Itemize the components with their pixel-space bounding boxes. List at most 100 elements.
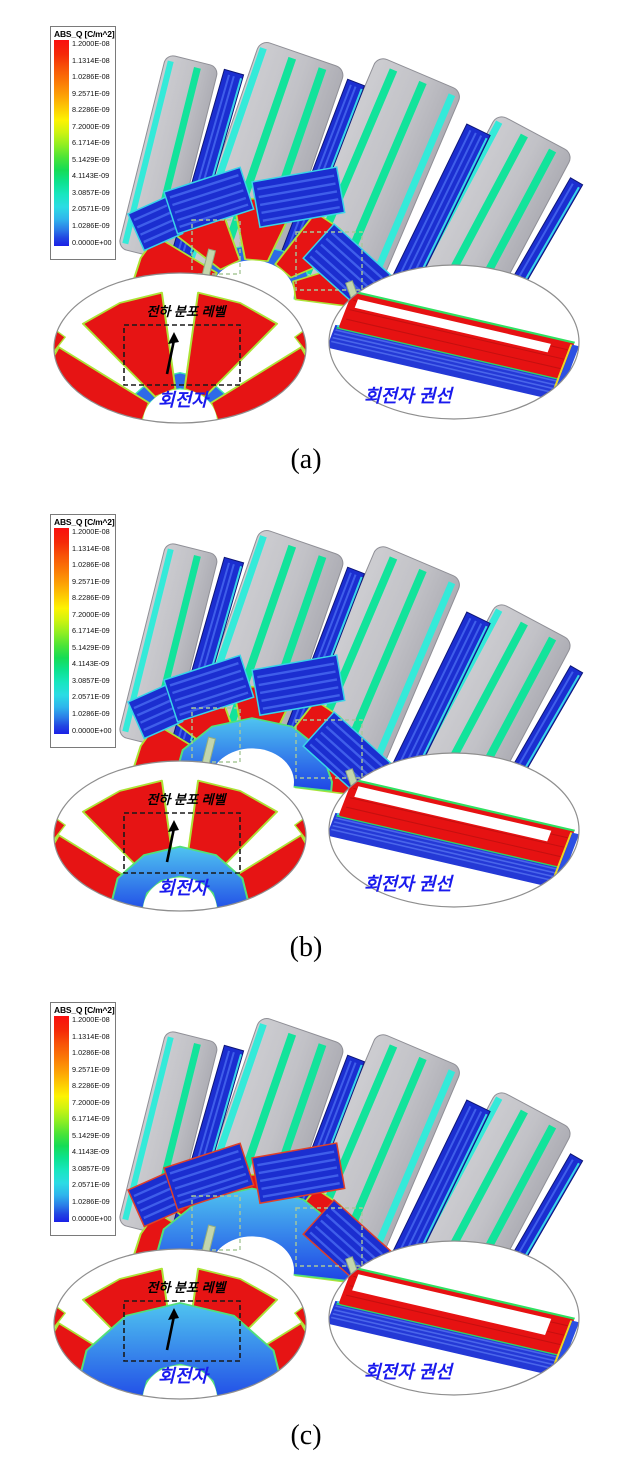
zoom-selection-box-right [295, 719, 363, 779]
rotor-winding-label: 회전자 권선 [364, 1362, 454, 1382]
level-dashed-box [123, 1300, 241, 1362]
legend-tick-label: 4.1143E-09 [72, 171, 110, 181]
legend-tick-label: 1.2000E-08 [72, 39, 110, 48]
colorbar-title: ABS_Q [C/m^2] [54, 517, 115, 527]
rotor-winding-label: 회전자 권선 [364, 874, 454, 894]
rotor-winding-bar [329, 1266, 579, 1376]
legend-tick-label: 1.1314E-08 [72, 543, 110, 553]
legend-tick-label: 0.0000E+00 [72, 237, 112, 247]
coil-end-stack [127, 683, 184, 740]
shaft-hole [143, 877, 217, 911]
colorbar-gradient [54, 1016, 69, 1222]
winding-white-stripe [352, 1274, 552, 1335]
rotor-zoom-inset: 전하 분포 레벨 회전자 [53, 1248, 307, 1400]
winding-zoom-inset: 회전자 권선 [328, 752, 580, 908]
legend-tick-label: 9.2571E-09 [72, 1064, 110, 1074]
rotor-winding-bar [329, 290, 579, 400]
colorbar-tick-labels: 1.2000E-08 1.1314E-08 1.0286E-08 9.2571E-09… [72, 40, 112, 246]
rotor-zoom-inset: 전하 분포 레벨 회전자 [53, 760, 307, 912]
legend-tick-label: 1.2000E-08 [72, 527, 110, 536]
panel-caption: (c) [290, 1420, 322, 1451]
winding-white-stripe [354, 299, 551, 353]
legend-tick-label: 6.1714E-09 [72, 1114, 110, 1124]
shaft-hole [143, 1365, 217, 1399]
legend-tick-label: 0.0000E+00 [72, 1213, 112, 1223]
charge-level-label: 전하 분포 레벨 [147, 304, 228, 319]
coil-end-stack [163, 1142, 255, 1211]
coil-end-stack [251, 654, 346, 717]
zoom-selection-box-left [191, 707, 241, 763]
legend-tick-label: 0.0000E+00 [72, 725, 112, 735]
legend-tick-label: 1.1314E-08 [72, 1031, 110, 1041]
level-arrow [165, 827, 176, 863]
coil-end-stack [251, 166, 346, 229]
charge-level-label: 전하 분포 레벨 [147, 1280, 228, 1295]
rotor-winding-bar [329, 778, 579, 888]
legend-tick-label: 5.1429E-09 [72, 642, 110, 652]
winding-zoom-inset: 회전자 권선 [328, 1240, 580, 1396]
level-arrow [165, 1315, 176, 1351]
coil-end-stack [127, 195, 184, 252]
legend-tick-label: 3.0857E-09 [72, 675, 110, 685]
zoom-selection-box-left [191, 219, 241, 275]
rotor-3d-model [119, 530, 584, 838]
simulation-view: 전하 분포 레벨 회전자 [53, 42, 584, 424]
legend-tick-label: 1.0286E-08 [72, 560, 110, 570]
level-arrow-head [168, 1308, 179, 1320]
legend-tick-label: 1.0286E-09 [72, 1197, 110, 1207]
rotor-label: 회전자 [158, 390, 210, 410]
legend-tick-label: 6.1714E-09 [72, 626, 110, 636]
legend-tick-label: 5.1429E-09 [72, 1130, 110, 1140]
level-dashed-box [123, 812, 241, 874]
rotor-winding-label: 회전자 권선 [364, 386, 454, 406]
level-dashed-box [123, 324, 241, 386]
winding-white-stripe [354, 786, 552, 842]
rotor-label: 회전자 [158, 878, 210, 898]
level-arrow-head [168, 820, 179, 832]
colorbar-title: ABS_Q [C/m^2] [54, 29, 115, 39]
coil-end-stack [163, 654, 255, 723]
colorbar-legend: ABS_Q [C/m^2] 1.2000E-08 1.1314E-08 1.0286… [50, 1002, 116, 1236]
panel-caption: (a) [290, 444, 322, 475]
legend-tick-label: 9.2571E-09 [72, 88, 110, 98]
level-arrow-head [168, 332, 179, 344]
colorbar-tick-labels: 1.2000E-08 1.1314E-08 1.0286E-08 9.2571E-09… [72, 1016, 112, 1222]
simulation-view: 전하 분포 레벨 회전자 [53, 530, 584, 912]
colorbar-legend: ABS_Q [C/m^2] 1.2000E-08 1.1314E-08 1.0286… [50, 514, 116, 748]
legend-tick-label: 4.1143E-09 [72, 659, 110, 669]
legend-tick-label: 6.1714E-09 [72, 138, 110, 148]
legend-tick-label: 2.0571E-09 [72, 204, 110, 214]
figure-panel-a: ABS_Q [C/m^2] 1.2000E-08 1.1314E-08 1.0286… [0, 0, 640, 488]
colorbar-gradient [54, 528, 69, 734]
colorbar-legend: ABS_Q [C/m^2] 1.2000E-08 1.1314E-08 1.0286… [50, 26, 116, 260]
legend-tick-label: 8.2286E-09 [72, 593, 110, 603]
legend-tick-label: 3.0857E-09 [72, 1163, 110, 1173]
colorbar-title: ABS_Q [C/m^2] [54, 1005, 115, 1015]
coil-end-stack [251, 1142, 346, 1205]
legend-tick-label: 7.2000E-09 [72, 609, 110, 619]
legend-tick-label: 3.0857E-09 [72, 187, 110, 197]
legend-tick-label: 1.2000E-08 [72, 1015, 110, 1024]
legend-tick-label: 8.2286E-09 [72, 105, 110, 115]
legend-tick-label: 8.2286E-09 [72, 1081, 110, 1091]
coil-end-stack [127, 1171, 184, 1228]
zoom-selection-box-right [295, 1207, 363, 1267]
legend-tick-label: 2.0571E-09 [72, 692, 110, 702]
winding-zoom-inset: 회전자 권선 [328, 264, 580, 420]
charge-level-label: 전하 분포 레벨 [147, 792, 228, 807]
legend-tick-label: 4.1143E-09 [72, 1147, 110, 1157]
zoom-selection-box-right [295, 231, 363, 291]
legend-tick-label: 1.0286E-08 [72, 1048, 110, 1058]
legend-tick-label: 1.0286E-09 [72, 709, 110, 719]
legend-tick-label: 1.0286E-08 [72, 72, 110, 82]
shaft-hole [143, 389, 217, 423]
legend-tick-label: 5.1429E-09 [72, 154, 110, 164]
legend-tick-label: 9.2571E-09 [72, 576, 110, 586]
coil-end-stack [163, 166, 255, 235]
figure-panel-b: ABS_Q [C/m^2] 1.2000E-08 1.1314E-08 1.0286… [0, 488, 640, 976]
colorbar-tick-labels: 1.2000E-08 1.1314E-08 1.0286E-08 9.2571E-09… [72, 528, 112, 734]
zoom-selection-box-left [191, 1195, 241, 1251]
rotor-label: 회전자 [158, 1366, 210, 1386]
legend-tick-label: 1.0286E-09 [72, 221, 110, 231]
